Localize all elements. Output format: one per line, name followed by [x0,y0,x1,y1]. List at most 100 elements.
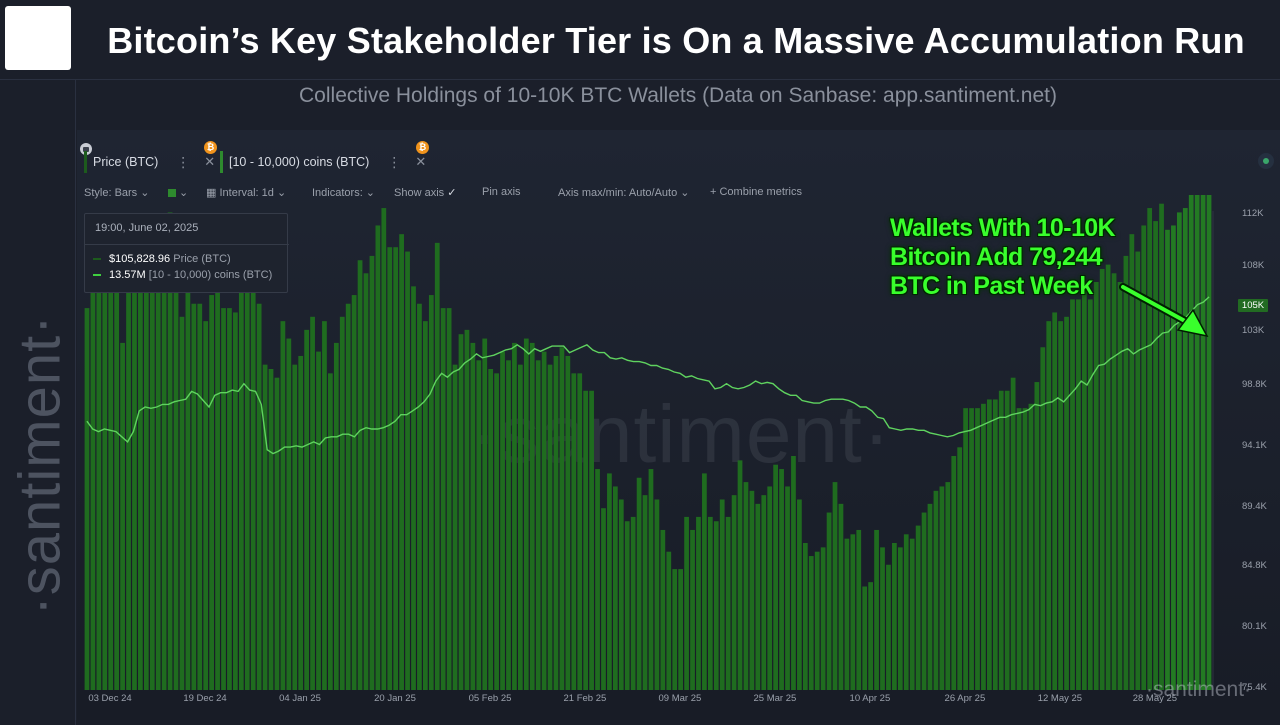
holdings-bar [304,329,309,690]
holdings-bar [387,247,393,690]
holdings-bar [909,538,915,690]
legend-swatch [93,258,101,261]
y-tick-label: 103K [1242,324,1265,336]
metric-color-bar [84,151,87,173]
holdings-bar [120,342,125,690]
combine-metrics-button[interactable]: + Combine metrics [710,186,803,198]
x-tick-label: 20 Jan 25 [374,693,416,704]
holdings-bar [992,399,998,690]
holdings-bar [897,547,903,690]
holdings-bar [233,312,238,690]
holdings-bar [998,390,1004,690]
holdings-bar [316,351,321,690]
close-icon[interactable]: ✕ [204,154,216,169]
holdings-bar [607,473,612,690]
x-tick-label: 04 Jan 25 [279,693,321,704]
x-tick-label: 21 Feb 25 [563,693,607,704]
y-tick-label: 84.8K [1242,560,1267,572]
metric-label-holdings: [10 - 10,000) coins (BTC) [229,155,370,169]
tooltip-row-holdings: 13.57M [10 - 10,000) coins (BTC) [93,269,272,281]
axis-maxmin-dropdown[interactable]: Axis max/min: Auto/Auto ⌄ [558,187,690,199]
holdings-bar [1016,408,1022,690]
holdings-bar [684,516,689,690]
holdings-bar [696,516,701,690]
metric-color-bar [220,151,223,173]
pin-axis-toggle[interactable]: Pin axis [482,186,521,198]
x-tick-label: 09 Mar 25 [658,693,702,704]
y-tick-label: 112K [1242,208,1264,219]
y-tick-label: 80.1K [1242,621,1267,633]
holdings-bar [719,499,725,690]
holdings-bar [892,543,897,690]
holdings-bar [1165,229,1170,691]
holdings-bar [1034,382,1040,690]
current-price-tag: 105K [1238,298,1268,312]
holdings-bar [1182,208,1188,691]
holdings-bar [452,364,458,690]
holdings-bar [256,303,262,690]
holdings-bar [927,503,933,690]
holdings-bar [642,495,648,690]
close-icon[interactable]: ✕ [415,154,427,169]
holdings-bar [1147,208,1153,691]
holdings-bar [179,316,185,690]
holdings-bar [488,369,494,690]
holdings-bar [1171,225,1176,690]
holdings-bar [227,308,232,690]
holdings-bar [470,342,476,690]
holdings-bar [612,486,618,690]
holdings-bar [773,464,779,690]
holdings-bar [969,408,974,690]
header-bar: Bitcoin’s Key Stakeholder Tier is On a M… [0,0,1280,80]
style-dropdown[interactable]: Style: Bars ⌄ [84,187,150,199]
holdings-bar [1129,234,1135,690]
holdings-bar [529,342,535,690]
holdings-bar [761,495,767,690]
holdings-bar [310,316,315,690]
holdings-bar [417,303,422,690]
holdings-bar [636,477,642,690]
holdings-bar [826,512,832,690]
holdings-bar [1010,377,1016,690]
holdings-bar [1004,390,1010,690]
holdings-bar [114,260,120,690]
holdings-bar [767,486,773,690]
holdings-bar [577,373,583,690]
holdings-bar [808,556,814,690]
holdings-bar [802,543,808,690]
holdings-bar [482,338,488,690]
interval-dropdown[interactable]: ▦ Interval: 1d ⌄ [206,187,287,199]
holdings-bar [903,534,909,690]
holdings-bar [797,499,802,690]
holdings-bar [96,260,102,690]
holdings-bar [298,355,304,690]
holdings-bar [345,303,351,690]
metric-menu-icon[interactable]: ⋮ [176,153,191,170]
holdings-bar [393,247,399,690]
metric-menu-icon[interactable]: ⋮ [387,153,402,170]
holdings-bar [1099,268,1105,690]
holdings-bar [423,321,428,690]
metric-chip-price[interactable]: Price (BTC) ⋮ ✕ [84,151,215,173]
show-axis-toggle[interactable]: Show axis ✓ [394,187,457,199]
color-picker[interactable]: ⌄ [168,186,188,199]
live-toggle-icon[interactable] [1258,153,1274,169]
holdings-bar [1200,195,1206,690]
metric-label-price: Price (BTC) [93,155,159,169]
holdings-bar [880,547,885,690]
holdings-bar [755,503,761,690]
indicators-dropdown[interactable]: Indicators: ⌄ [312,187,376,199]
holdings-bar [494,373,499,690]
metric-chip-holdings[interactable]: [10 - 10,000) coins (BTC) ⋮ ✕ [220,151,426,173]
holdings-bar [1206,195,1212,690]
holdings-bar [209,295,215,690]
holdings-bar [173,225,179,690]
holdings-bar [161,229,167,691]
tooltip-divider [85,244,289,245]
holdings-bar [132,260,137,690]
holdings-bar [90,286,96,690]
holdings-bar [1081,286,1087,690]
